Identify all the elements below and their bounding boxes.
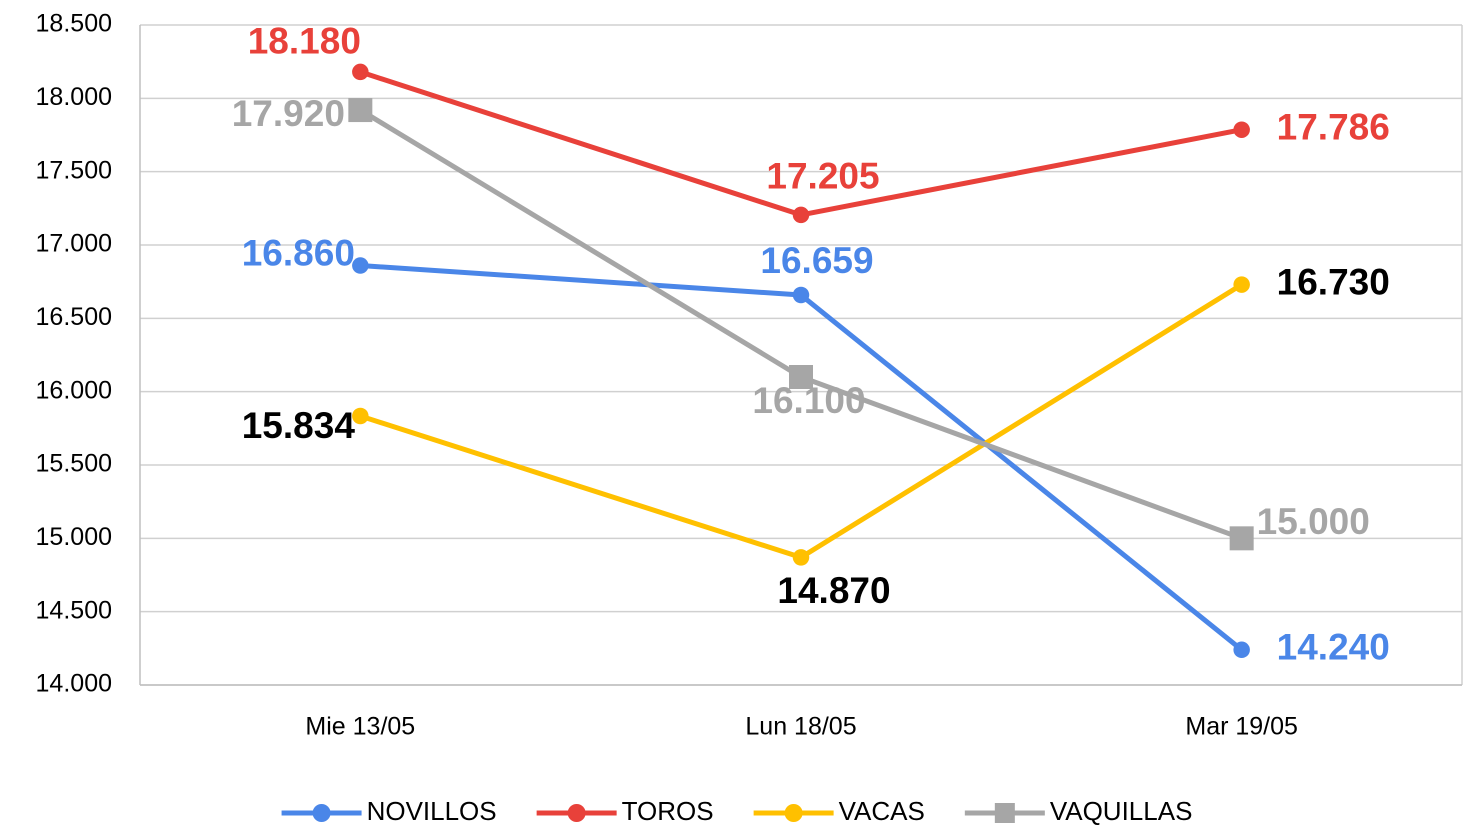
data-label: 17.920 [232,93,345,134]
y-tick-label: 16.000 [36,376,112,404]
marker [792,549,810,566]
marker [348,98,373,123]
y-tick-label: 18.000 [36,83,112,111]
y-tick-label: 15.000 [36,523,112,551]
data-label: 15.000 [1257,501,1370,542]
legend-label: VACAS [839,796,925,826]
y-tick-label: 14.500 [36,596,112,624]
legend-label: NOVILLOS [367,796,497,826]
data-label: 17.205 [766,156,879,197]
data-label: 17.786 [1277,107,1390,148]
legend-label: TOROS [622,796,714,826]
data-label: 16.659 [760,240,873,281]
marker [1233,121,1250,138]
legend-marker [312,804,331,822]
marker [1233,641,1250,659]
marker [1229,526,1254,551]
y-tick-label: 18.500 [36,10,112,38]
data-label: 16.730 [1277,261,1390,302]
marker [352,63,369,81]
y-tick-label: 15.500 [36,450,112,478]
marker [792,206,810,224]
data-label: 18.180 [248,21,361,62]
legend-label: VAQUILLAS [1050,796,1193,826]
legend-marker [994,803,1015,823]
legend-marker [784,804,803,822]
marker [1233,276,1250,293]
x-tick-label: Lun 18/05 [745,713,856,741]
y-tick-label: 17.000 [36,230,112,258]
y-tick-label: 16.500 [36,303,112,331]
x-tick-label: Mar 19/05 [1185,713,1298,741]
marker [792,286,810,304]
legend-marker [567,804,586,822]
data-label: 15.834 [242,405,356,446]
y-tick-label: 14.000 [36,670,112,698]
marker [352,257,369,274]
marker [789,365,813,389]
series-line [359,282,1243,560]
data-label: 16.100 [752,380,865,421]
marker [352,407,369,425]
y-tick-label: 17.500 [36,156,112,184]
data-label: 16.860 [242,232,355,273]
data-label: 14.870 [777,570,890,611]
x-tick-label: Mie 13/05 [305,713,415,741]
data-label: 14.240 [1277,627,1390,668]
